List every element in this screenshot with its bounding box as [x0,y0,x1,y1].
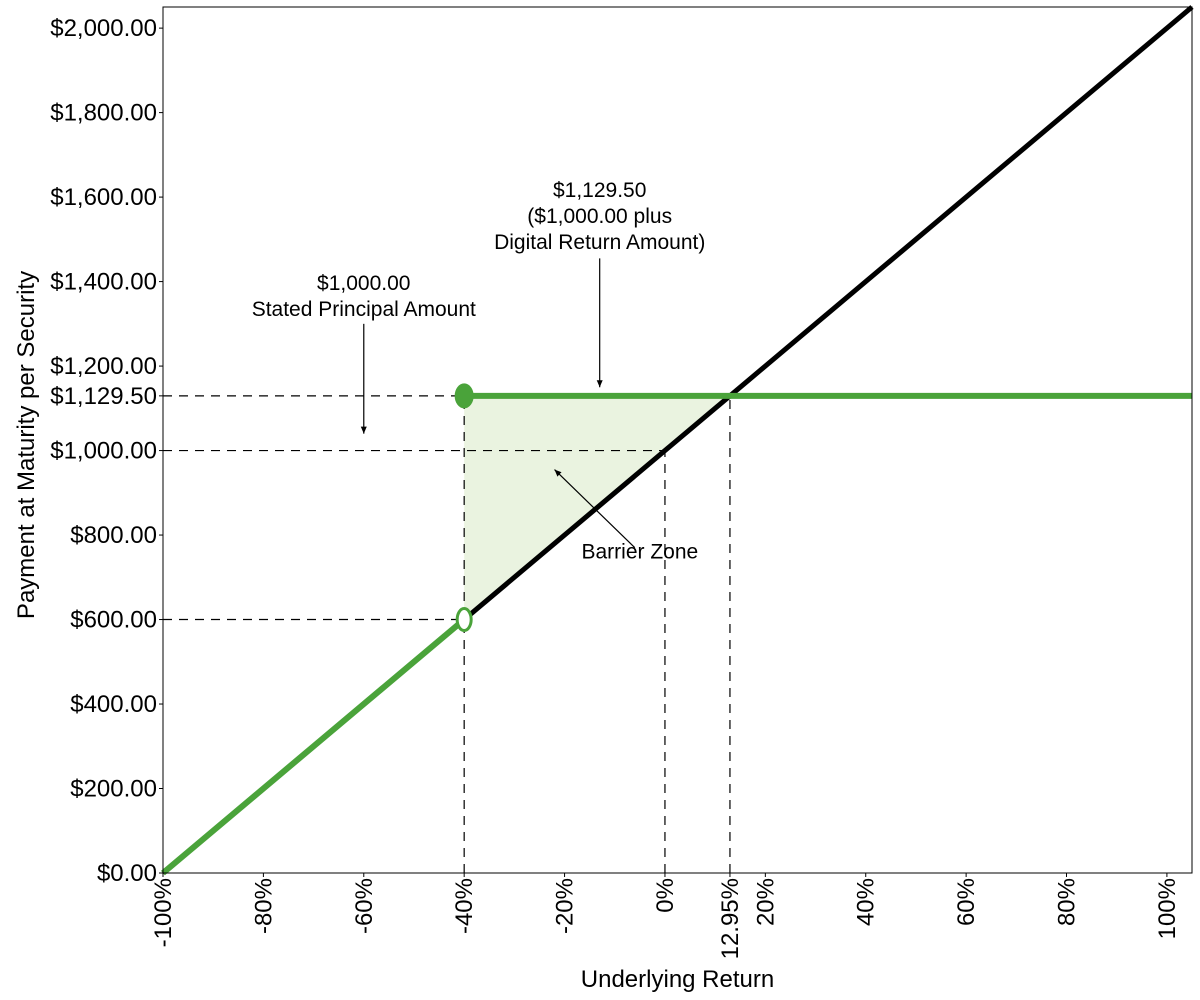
x-tick-label: 60% [953,878,980,926]
y-axis-title: Payment at Maturity per Security [13,271,40,619]
y-tick-label: $1,200.00 [50,353,157,380]
y-tick-label: $2,000.00 [50,15,157,42]
principal-annotation-line: $1,000.00 [317,272,410,295]
y-tick-label: $1,800.00 [50,100,157,127]
barrier-zone-annotation-arrow [554,469,636,549]
y-tick-label: $1,400.00 [50,269,157,296]
x-tick-label: 20% [752,878,779,926]
principal-annotation-line: Stated Principal Amount [252,298,476,321]
barrier-zone-annotation-line: Barrier Zone [581,540,698,563]
y-tick-label: $400.00 [70,691,157,718]
y-tick-label: $600.00 [70,607,157,634]
y-tick-label: $1,129.50 [50,383,157,410]
x-tick-label: 0% [652,878,679,913]
y-tick-label: $1,600.00 [50,184,157,211]
y-tick-label: $0.00 [97,860,157,887]
x-tick-label: -100% [150,878,177,947]
digital-annotation-line: $1,129.50 [553,179,646,202]
x-tick-label: 100% [1154,878,1181,939]
digital-annotation-text: $1,129.50 ($1,000.00 plus Digital Return A… [494,179,705,254]
x-tick-label: -40% [451,878,478,934]
series-line-security-below-barrier [161,617,467,876]
barrier-zone-annotation-text: Barrier Zone [581,540,698,563]
x-tick-label: -80% [250,878,277,934]
y-tick-label: $1,000.00 [50,438,157,465]
x-axis-title: Underlying Return [581,966,774,993]
x-tick-label: -20% [552,878,579,934]
x-tick-label: -60% [351,878,378,934]
x-tick-label: 40% [853,878,880,926]
x-tick-label: 80% [1054,878,1081,926]
plot-frame [162,6,1193,874]
y-tick-label: $200.00 [70,776,157,803]
marker-filled-point [454,383,474,409]
y-tick-label: $800.00 [70,522,157,549]
marker-open-point [455,607,473,633]
digital-annotation-line: Digital Return Amount) [494,231,705,254]
principal-annotation-text: $1,000.00 Stated Principal Amount [252,272,476,321]
digital-annotation-line: ($1,000.00 plus [527,205,672,228]
x-tick-label: 12.95% [717,878,744,959]
